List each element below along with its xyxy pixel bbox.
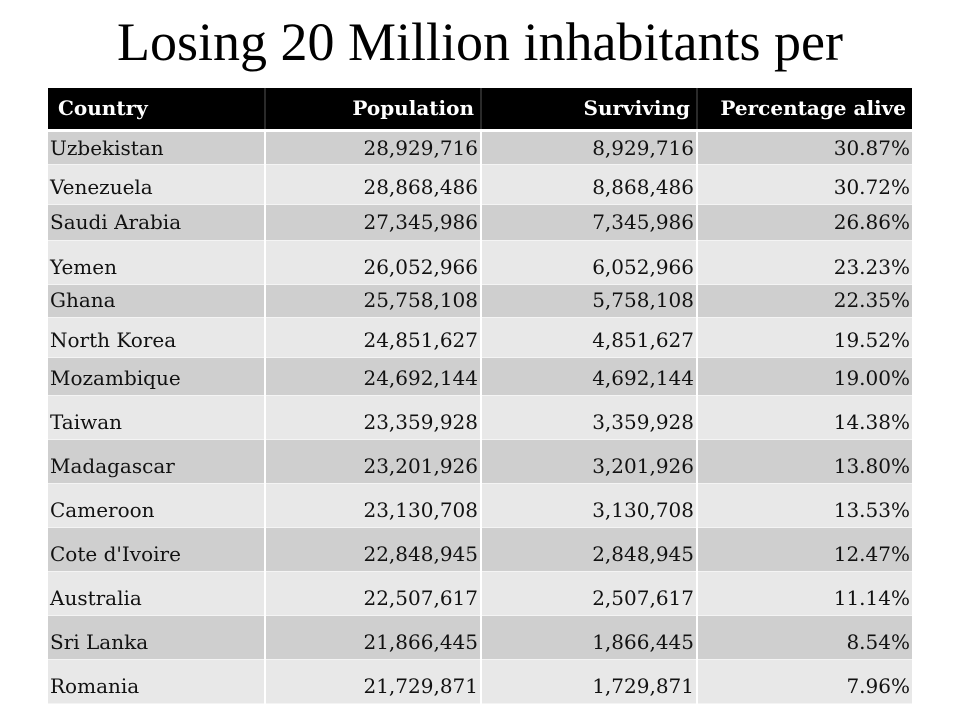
- cell-surviving: 2,848,945: [480, 527, 697, 572]
- cell-surviving: 8,929,716: [480, 130, 697, 165]
- table-row: Cote d'Ivoire 22,848,945 2,848,945 12.47%: [48, 527, 912, 572]
- cell-country: Mozambique: [48, 357, 265, 396]
- cell-surviving: 1,729,871: [480, 659, 697, 704]
- cell-surviving: 4,692,144: [480, 357, 697, 396]
- cell-country: Ghana: [48, 284, 265, 318]
- cell-population: 26,052,966: [264, 240, 481, 285]
- cell-population: 21,729,871: [264, 659, 481, 704]
- cell-population: 23,130,708: [264, 483, 481, 528]
- cell-population: 24,851,627: [264, 317, 481, 358]
- header-surviving: Surviving: [480, 88, 697, 132]
- cell-percentage-alive: 26.86%: [696, 204, 912, 241]
- cell-surviving: 5,758,108: [480, 284, 697, 318]
- cell-percentage-alive: 8.54%: [696, 615, 912, 660]
- cell-percentage-alive: 13.80%: [696, 439, 912, 484]
- table-row: North Korea 24,851,627 4,851,627 19.52%: [48, 317, 912, 358]
- cell-surviving: 3,201,926: [480, 439, 697, 484]
- cell-country: Cameroon: [48, 483, 265, 528]
- slide-title: Losing 20 Million inhabitants per: [117, 12, 843, 72]
- header-population: Population: [264, 88, 481, 132]
- cell-population: 28,929,716: [264, 130, 481, 165]
- table-row: Romania 21,729,871 1,729,871 7.96%: [48, 659, 912, 704]
- cell-surviving: 4,851,627: [480, 317, 697, 358]
- table-row: Saudi Arabia 27,345,986 7,345,986 26.86%: [48, 204, 912, 241]
- country-population-table: Country Population Surviving Percentage …: [48, 88, 912, 704]
- table-row: Madagascar 23,201,926 3,201,926 13.80%: [48, 439, 912, 484]
- table-row: Taiwan 23,359,928 3,359,928 14.38%: [48, 395, 912, 440]
- table-row: Sri Lanka 21,866,445 1,866,445 8.54%: [48, 615, 912, 660]
- cell-percentage-alive: 7.96%: [696, 659, 912, 704]
- cell-percentage-alive: 19.52%: [696, 317, 912, 358]
- cell-percentage-alive: 13.53%: [696, 483, 912, 528]
- cell-surviving: 3,359,928: [480, 395, 697, 440]
- cell-surviving: 8,868,486: [480, 164, 697, 205]
- cell-country: Saudi Arabia: [48, 204, 265, 241]
- table-row: Venezuela 28,868,486 8,868,486 30.72%: [48, 164, 912, 205]
- cell-percentage-alive: 30.87%: [696, 130, 912, 165]
- cell-country: Venezuela: [48, 164, 265, 205]
- cell-percentage-alive: 11.14%: [696, 571, 912, 616]
- cell-surviving: 3,130,708: [480, 483, 697, 528]
- table-body: Uzbekistan 28,929,716 8,929,716 30.87% Venez…: [48, 130, 912, 704]
- cell-population: 27,345,986: [264, 204, 481, 241]
- cell-population: 22,848,945: [264, 527, 481, 572]
- cell-surviving: 1,866,445: [480, 615, 697, 660]
- cell-population: 22,507,617: [264, 571, 481, 616]
- cell-country: Yemen: [48, 240, 265, 285]
- cell-population: 28,868,486: [264, 164, 481, 205]
- table-row: Australia 22,507,617 2,507,617 11.14%: [48, 571, 912, 616]
- cell-country: Australia: [48, 571, 265, 616]
- cell-percentage-alive: 14.38%: [696, 395, 912, 440]
- cell-country: Madagascar: [48, 439, 265, 484]
- cell-population: 24,692,144: [264, 357, 481, 396]
- cell-surviving: 2,507,617: [480, 571, 697, 616]
- header-percentage-alive: Percentage alive: [696, 88, 912, 132]
- cell-country: North Korea: [48, 317, 265, 358]
- cell-population: 23,359,928: [264, 395, 481, 440]
- cell-surviving: 6,052,966: [480, 240, 697, 285]
- table-row: Yemen 26,052,966 6,052,966 23.23%: [48, 240, 912, 285]
- table-header-row: Country Population Surviving Percentage …: [48, 88, 912, 132]
- table-row: Uzbekistan 28,929,716 8,929,716 30.87%: [48, 130, 912, 165]
- cell-percentage-alive: 12.47%: [696, 527, 912, 572]
- cell-country: Romania: [48, 659, 265, 704]
- cell-country: Uzbekistan: [48, 130, 265, 165]
- cell-population: 21,866,445: [264, 615, 481, 660]
- cell-population: 25,758,108: [264, 284, 481, 318]
- cell-percentage-alive: 23.23%: [696, 240, 912, 285]
- cell-percentage-alive: 30.72%: [696, 164, 912, 205]
- cell-percentage-alive: 19.00%: [696, 357, 912, 396]
- cell-country: Taiwan: [48, 395, 265, 440]
- header-country: Country: [48, 88, 265, 132]
- cell-country: Cote d'Ivoire: [48, 527, 265, 572]
- table-row: Ghana 25,758,108 5,758,108 22.35%: [48, 284, 912, 318]
- cell-population: 23,201,926: [264, 439, 481, 484]
- cell-surviving: 7,345,986: [480, 204, 697, 241]
- cell-percentage-alive: 22.35%: [696, 284, 912, 318]
- table-row: Cameroon 23,130,708 3,130,708 13.53%: [48, 483, 912, 528]
- table-row: Mozambique 24,692,144 4,692,144 19.00%: [48, 357, 912, 396]
- cell-country: Sri Lanka: [48, 615, 265, 660]
